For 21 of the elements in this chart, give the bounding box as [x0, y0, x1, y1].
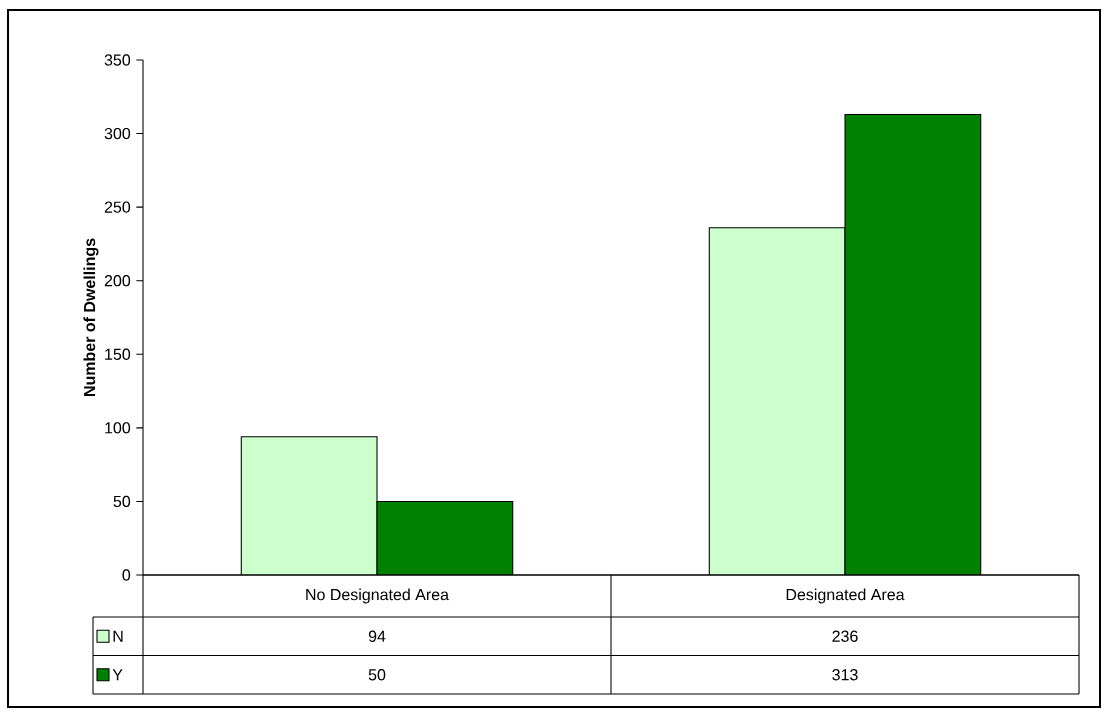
bar — [377, 501, 513, 575]
bar — [844, 113, 982, 575]
legend-label: Y — [112, 669, 123, 681]
y-axis-title: Number of Dwellings — [83, 238, 99, 396]
bar — [241, 436, 378, 575]
x-tick-label: Designated Area — [786, 588, 905, 604]
legend-label: N — [113, 630, 123, 642]
y-tick-label: 50 — [113, 495, 131, 508]
y-tick-label: 250 — [104, 201, 131, 213]
y-tick-label: 200 — [104, 275, 131, 287]
bar — [708, 227, 846, 575]
data-label: 94 — [368, 630, 386, 642]
y-tick-label: 350 — [104, 54, 131, 66]
y-tick-label: 0 — [122, 569, 131, 581]
y-tick-label: 300 — [104, 127, 131, 140]
data-label: 50 — [368, 669, 386, 681]
x-tick-label: No Designated Area — [306, 588, 449, 604]
data-label: 313 — [832, 669, 858, 681]
data-label: 236 — [832, 630, 858, 642]
y-tick-label: 150 — [105, 348, 131, 360]
y-tick-label: 100 — [105, 422, 131, 434]
